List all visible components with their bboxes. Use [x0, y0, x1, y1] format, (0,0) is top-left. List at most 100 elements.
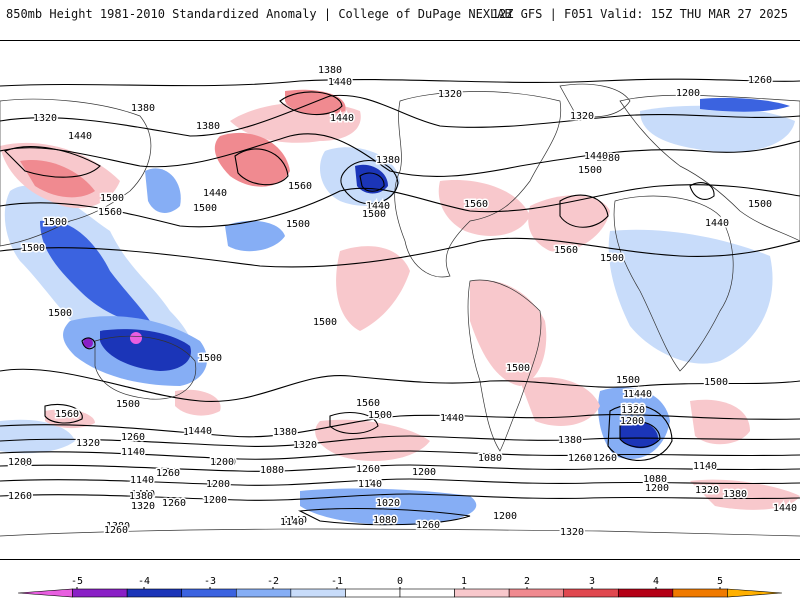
contour-label: 1500	[600, 253, 624, 264]
contour-label: 1440	[705, 218, 729, 229]
coast-south-america	[467, 279, 542, 452]
contour-1260-south	[0, 464, 800, 472]
contour-label: 1140	[130, 475, 154, 486]
map-title: 850mb Height 1981-2010 Standardized Anom…	[6, 7, 512, 21]
contour-1500-north	[0, 237, 800, 268]
contour-label: 1380	[129, 491, 153, 502]
contour-label: 1500	[623, 389, 647, 400]
neg-anomaly-pacific	[225, 220, 285, 252]
colorbar-tick-label: -5	[71, 576, 83, 587]
contour-label: 1320	[438, 89, 462, 100]
closed-high-south-pacific	[329, 412, 379, 435]
contour-label: 1500	[506, 363, 530, 374]
contour-label: 1320	[131, 501, 155, 512]
contour-label: 1260	[356, 464, 380, 475]
contour-label: 1080	[478, 453, 502, 464]
contour-label: 1320	[560, 527, 584, 538]
closed-high-bering	[279, 91, 343, 116]
colorbar-tick-label: 0	[397, 576, 403, 587]
contour-label: 1380	[558, 435, 582, 446]
contour-label: 1260	[8, 491, 32, 502]
neg-anomaly-japan	[145, 168, 181, 213]
contour-label: 1560	[98, 207, 122, 218]
closed-low-southern-ocean-2	[607, 404, 673, 461]
neg-anomaly-atlantic	[640, 105, 795, 153]
neg-anomaly-atlantic-core	[700, 97, 790, 112]
contour-1380-south	[0, 435, 800, 447]
neg-anomaly-max-2	[83, 338, 93, 348]
contour-label: 1200	[8, 457, 32, 468]
contour-label: 1080	[260, 465, 284, 476]
coast-north-america	[394, 91, 562, 278]
contour-label: 1500	[21, 243, 45, 254]
contour-label: 1380	[596, 153, 620, 164]
contour-1320-north	[0, 94, 800, 137]
contour-label: 1500	[198, 353, 222, 364]
contour-label: 1500	[48, 308, 72, 319]
contour-label: 1440	[183, 427, 207, 438]
colorbar-tick-label: 4	[653, 576, 659, 587]
contour-label: 1440	[366, 201, 390, 212]
neg-anomaly-asia-core	[40, 220, 150, 322]
contour-label: 1200	[203, 495, 227, 506]
anomaly-colorbar: -5 -4 -3 -2 -1 0 1 2 3 4 5	[0, 570, 800, 600]
pos-anomaly-kamchatka	[214, 132, 290, 187]
contour-label: 1560	[554, 245, 578, 256]
contour-label: 1080	[643, 474, 667, 485]
contour-label: 1560	[288, 181, 312, 192]
contour-1200-south	[0, 478, 800, 486]
contour-label: 1500	[616, 375, 640, 386]
contour-1380-north	[0, 133, 800, 177]
contour-label: 1500	[116, 399, 140, 410]
contour-label: 1500	[286, 219, 310, 230]
contour-label: 1200	[645, 483, 669, 494]
contour-label: 1440	[328, 77, 352, 88]
coast-eurasia	[619, 94, 800, 242]
contour-label: 1260	[568, 453, 592, 464]
contour-label: 1260	[593, 453, 617, 464]
height-contours	[0, 78, 800, 526]
neg-anomaly-antarctica	[300, 488, 477, 526]
contour-label: 1260	[121, 432, 145, 443]
colorbar-segment	[181, 588, 237, 598]
closed-low-mediterranean	[689, 182, 715, 200]
contour-label: 1380	[106, 521, 130, 532]
map-canvas: 1380 1440 1320 1260 1200 1320 1380 1440 …	[0, 64, 800, 540]
pos-anomaly-atlantic-sub	[528, 195, 610, 252]
contour-label: 1560	[464, 199, 488, 210]
contour-1140-south	[0, 493, 800, 501]
contour-label: 1200	[412, 467, 436, 478]
contour-label: 1440	[188, 426, 212, 437]
colorbar-segment	[290, 588, 346, 598]
pos-anomaly-new-zealand	[175, 389, 221, 416]
neg-anomaly-africa	[608, 229, 773, 364]
colorbar-tick-label: -3	[204, 576, 216, 587]
pos-anomaly-pacific-sub	[336, 246, 410, 331]
pos-anomaly-south-atlantic	[520, 377, 600, 426]
pos-anomaly-us-east	[438, 180, 530, 236]
contour-label: 1500	[43, 217, 67, 228]
neg-anomaly-max-1	[130, 332, 142, 344]
colorbar-ticks	[76, 587, 721, 589]
contour-1440-north	[0, 184, 800, 228]
contour-label: 1440	[584, 151, 608, 162]
contour-1440-south	[0, 414, 800, 438]
colorbar-segment	[72, 588, 128, 598]
contour-label: 1200	[206, 479, 230, 490]
coast-asia-west	[0, 98, 152, 247]
contour-label: 1380	[131, 103, 155, 114]
anomaly-shading	[0, 89, 800, 526]
anomaly-map: 1380 1440 1320 1260 1200 1320 1380 1440 …	[0, 40, 800, 560]
contour-label: 1200	[210, 457, 234, 468]
contour-label: 1260	[104, 525, 128, 536]
neg-anomaly-southern-ocean-core	[620, 419, 659, 449]
contour-label: 1440	[131, 489, 155, 500]
colorbar-segment	[345, 588, 401, 598]
contour-label: 1200	[645, 483, 669, 494]
pos-anomaly-south-america	[470, 280, 547, 386]
colorbar-segment	[727, 588, 783, 598]
contour-label: 1440	[628, 389, 652, 400]
contour-label: 1200	[676, 88, 700, 99]
neg-anomaly-south-pacific	[0, 419, 75, 454]
coast-australia	[94, 335, 197, 400]
